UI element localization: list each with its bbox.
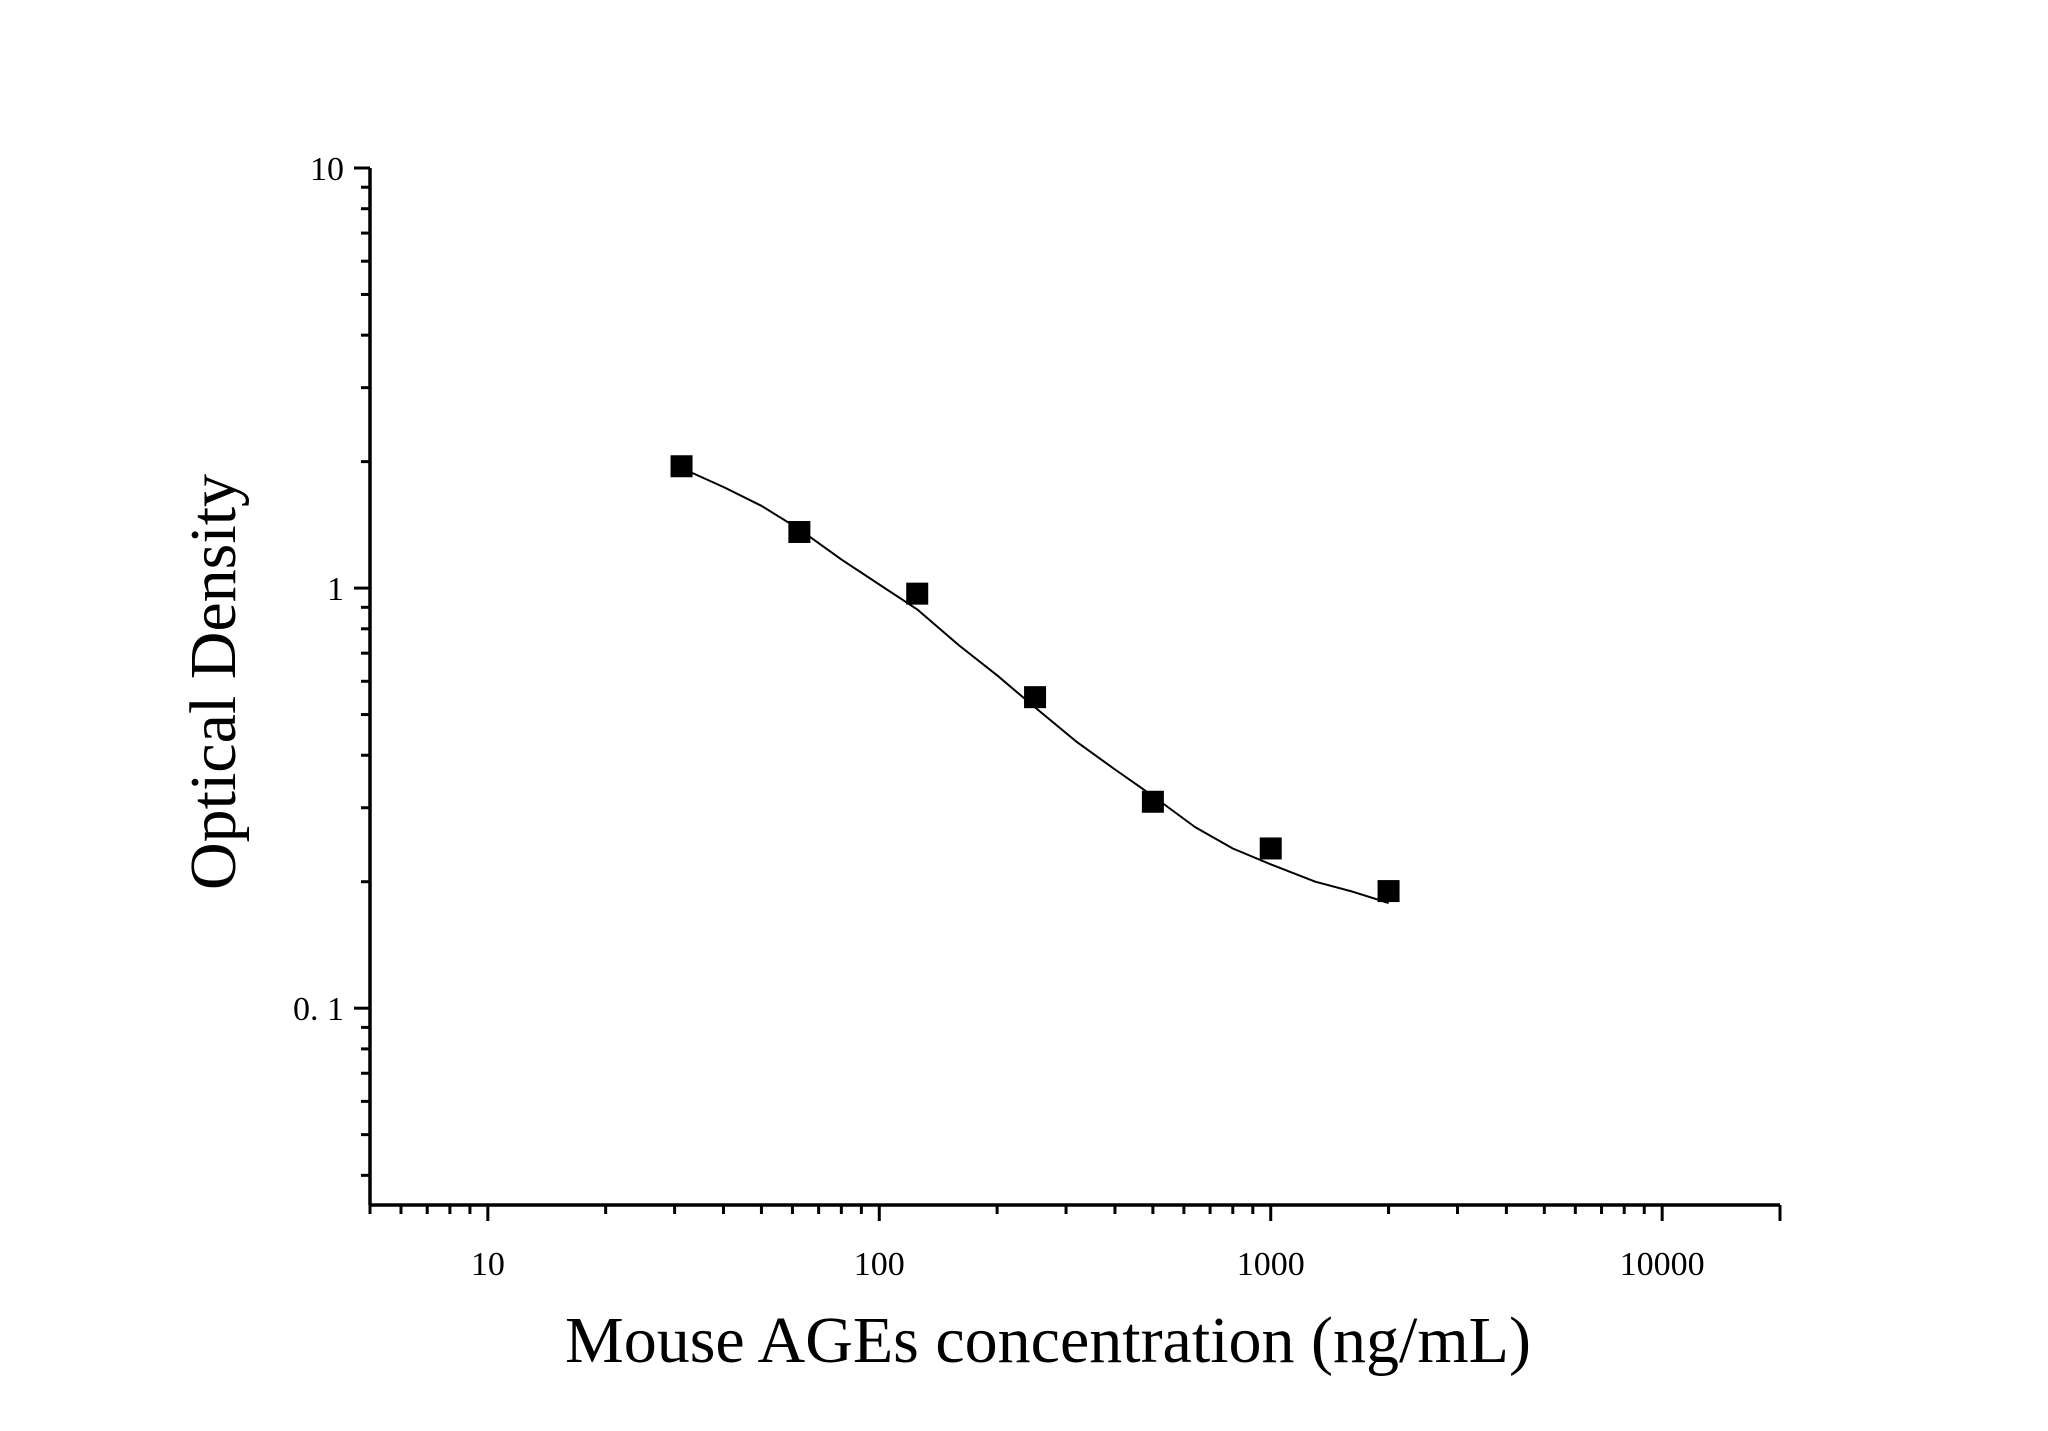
data-point (670, 455, 693, 478)
x-axis-ticks: 10 100 1000 10000 (368, 1205, 1782, 1283)
y-tick-label: 0. 1 (293, 991, 344, 1028)
y-axis-ticks: 0. 1 1 10 (293, 151, 370, 1177)
x-tick-label: 10 (471, 1246, 505, 1283)
x-axis-title: Mouse AGEs concentration (ng/mL) (565, 1304, 1531, 1377)
data-point (1259, 837, 1282, 860)
data-point (788, 520, 811, 543)
data-point (1024, 686, 1047, 709)
data-point (1141, 790, 1164, 813)
x-tick-label: 1000 (1237, 1246, 1305, 1283)
fit-curve-group (681, 467, 1389, 904)
data-point (1377, 880, 1400, 903)
data-points (670, 455, 1400, 903)
data-point (906, 582, 929, 605)
y-axis-title: Optical Density (177, 474, 250, 890)
fit-curve (681, 467, 1389, 904)
y-tick-label: 1 (327, 571, 344, 608)
axes (368, 168, 1780, 1207)
x-tick-label: 100 (854, 1246, 905, 1283)
x-tick-label: 10000 (1620, 1246, 1705, 1283)
y-tick-label: 10 (310, 151, 344, 188)
